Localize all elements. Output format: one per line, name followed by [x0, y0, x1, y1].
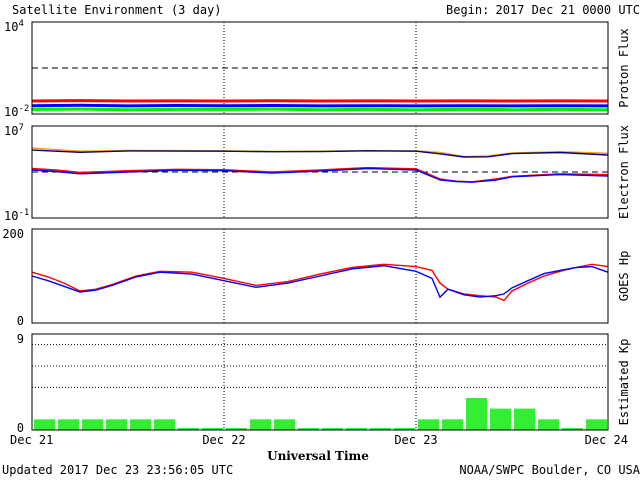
kp-bar — [298, 428, 319, 430]
panel-ylabel-electron: Electron Flux — [617, 125, 631, 219]
kp-bar — [370, 428, 391, 430]
y-tick-top: 107 — [4, 123, 24, 138]
y-tick-bottom: 0 — [17, 421, 24, 435]
kp-bar — [562, 428, 583, 430]
panel-kp: 9 0 Estimated Kp — [17, 332, 631, 435]
kp-bar — [226, 428, 247, 430]
y-tick-top: 200 — [2, 227, 24, 241]
series-line-4 — [31, 167, 609, 183]
begin-label: Begin: — [446, 3, 489, 17]
panels-group: 104 10-2 Proton Flux 107 10-1 Electron Flux 20… — [2, 19, 631, 447]
x-axis-label: Universal Time — [267, 449, 369, 463]
series-line-2 — [31, 264, 609, 299]
panel-frame — [31, 125, 609, 219]
kp-bar — [346, 428, 367, 430]
series-line-3 — [31, 107, 609, 112]
x-tick-label: Dec 21 — [10, 433, 53, 447]
kp-bar — [274, 419, 295, 430]
chart-title: Satellite Environment (3 day) — [12, 3, 222, 17]
kp-bar — [202, 428, 223, 430]
kp-bar — [58, 419, 79, 430]
panel-frame — [31, 21, 609, 115]
begin-value: 2017 Dec 21 0000 UTC — [496, 3, 640, 17]
x-tick-label: Dec 23 — [394, 433, 437, 447]
panel-proton: 104 10-2 Proton Flux — [4, 19, 631, 119]
panel-ylabel-proton: Proton Flux — [617, 28, 631, 107]
kp-bar — [490, 408, 511, 430]
y-tick-top: 9 — [17, 332, 24, 346]
kp-bar — [514, 408, 535, 430]
series-line-3 — [31, 166, 609, 183]
kp-bar — [538, 419, 559, 430]
kp-bar — [82, 419, 103, 430]
y-tick-bottom: 10-1 — [4, 208, 29, 223]
y-tick-top: 104 — [4, 19, 24, 34]
updated-timestamp: Updated 2017 Dec 23 23:56:05 UTC — [2, 463, 233, 477]
y-tick-bottom: 0 — [17, 314, 24, 328]
kp-bar — [178, 428, 199, 430]
panel-frame — [31, 333, 609, 431]
kp-bar — [418, 419, 439, 430]
panel-goes_hp: 200 0 GOES Hp — [2, 227, 631, 328]
kp-bar — [34, 419, 55, 430]
series-line-2 — [31, 103, 609, 108]
panel-ylabel-kp: Estimated Kp — [617, 339, 631, 426]
kp-bar — [130, 419, 151, 430]
kp-bar — [322, 428, 343, 430]
panel-electron: 107 10-1 Electron Flux — [4, 123, 631, 223]
kp-bar — [466, 398, 487, 430]
series-line-1 — [31, 263, 609, 302]
credit-text: NOAA/SWPC Boulder, CO USA — [459, 463, 640, 477]
panel-ylabel-goes_hp: GOES Hp — [617, 251, 631, 302]
y-tick-bottom: 10-2 — [4, 104, 29, 119]
kp-bar — [394, 428, 415, 430]
kp-bar — [154, 419, 175, 430]
panel-frame — [31, 228, 609, 324]
x-tick-label: Dec 22 — [202, 433, 245, 447]
x-tick-label: Dec 24 — [585, 433, 628, 447]
kp-bar — [586, 419, 607, 430]
kp-bar — [106, 419, 127, 430]
series-line-2 — [31, 149, 609, 158]
kp-bar — [250, 419, 271, 430]
kp-bar — [442, 419, 463, 430]
